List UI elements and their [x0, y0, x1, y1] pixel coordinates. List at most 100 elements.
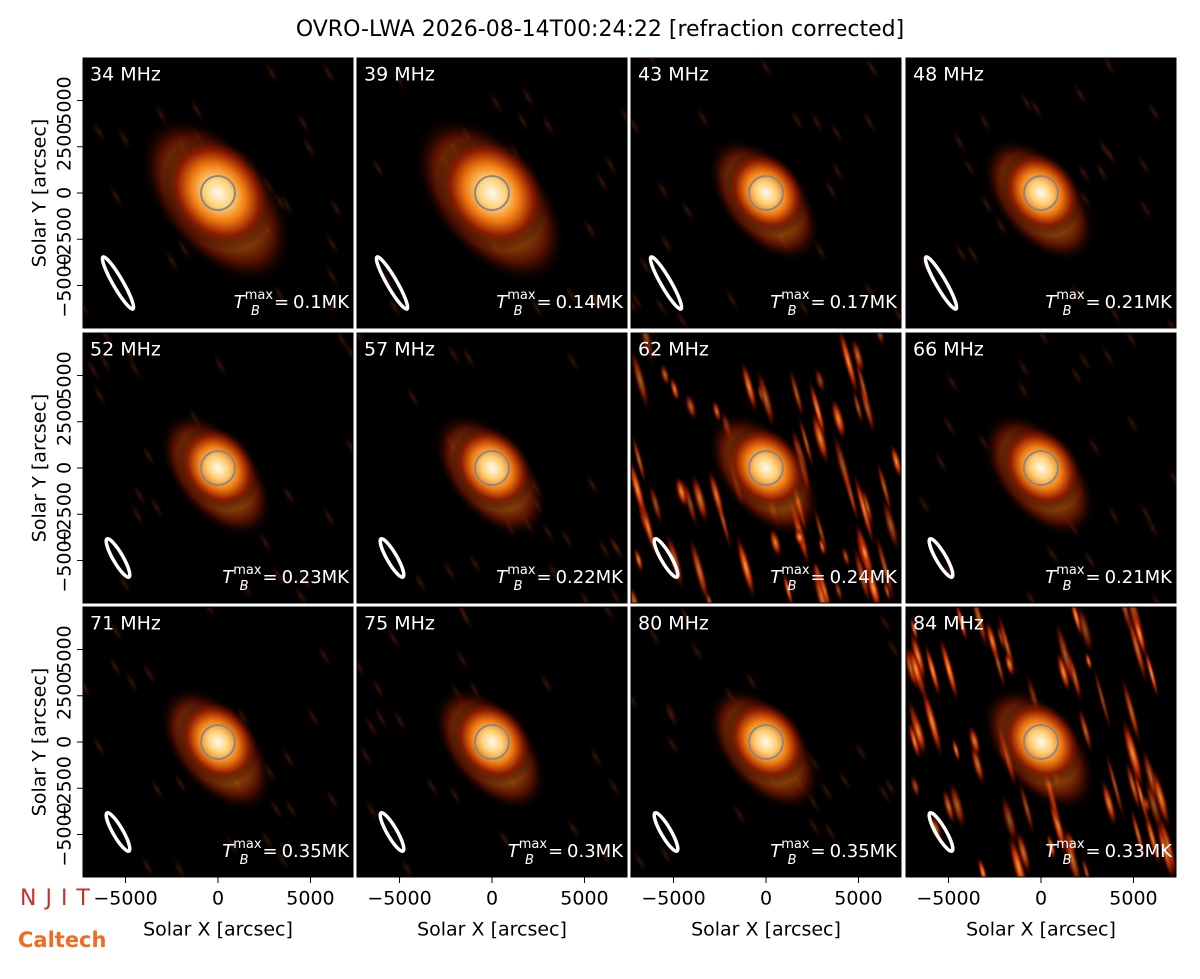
streak — [841, 545, 851, 568]
x-tick-label: −5000 — [93, 888, 157, 910]
sidelobe — [564, 348, 581, 374]
panel — [631, 333, 901, 603]
solar-disk — [474, 724, 510, 760]
sidelobe — [399, 856, 416, 877]
sidelobe — [274, 847, 291, 873]
sidelobe — [1015, 355, 1032, 381]
sidelobe — [405, 385, 421, 410]
sidelobe — [283, 796, 299, 822]
sidelobe — [965, 242, 981, 267]
streak — [882, 579, 892, 603]
sidelobe — [757, 58, 774, 80]
streak — [1143, 645, 1160, 701]
sidelobe — [363, 714, 379, 739]
sidelobe — [655, 177, 671, 203]
sidelobe — [1028, 96, 1044, 121]
sidelobe — [460, 345, 477, 370]
sidelobe — [1100, 344, 1117, 370]
y-tick-label: 5000 — [54, 625, 76, 673]
tb-sup: max — [781, 288, 810, 303]
streak — [907, 645, 925, 694]
tb-symbol: T — [234, 292, 247, 313]
sidelobe — [540, 519, 557, 545]
sidelobe — [320, 60, 337, 86]
tb-symbol: T — [1045, 567, 1058, 588]
tb-value: 0.23MK — [282, 567, 351, 588]
streak — [1069, 607, 1083, 639]
panel — [83, 333, 353, 603]
tb-max-label: Tmax B = 0.24MK — [770, 563, 898, 594]
streak — [910, 710, 928, 756]
sidelobe — [280, 746, 296, 771]
sidelobe — [695, 105, 711, 131]
streak — [941, 787, 956, 826]
tb-sup: max — [507, 563, 536, 578]
tb-eq: = — [536, 567, 551, 588]
sidelobe — [673, 307, 690, 328]
sidelobe — [391, 708, 408, 733]
streak — [874, 530, 896, 603]
tb-sub: B — [525, 853, 534, 868]
streak — [631, 455, 648, 523]
sidelobe — [944, 370, 961, 396]
sidelobe — [877, 610, 893, 636]
sidelobe — [861, 278, 878, 303]
y-tick-label: 0 — [54, 462, 76, 474]
sidelobe — [385, 626, 402, 651]
streak — [865, 565, 882, 603]
frequency-label: 52 MHz — [90, 339, 161, 361]
sidelobe — [212, 353, 229, 379]
sidelobe — [808, 109, 825, 135]
streak — [1100, 778, 1118, 828]
tb-sup: max — [519, 837, 548, 852]
sidelobe — [140, 443, 157, 469]
x-tick-label: −5000 — [367, 888, 431, 910]
sidelobe — [139, 854, 156, 877]
streak — [1126, 610, 1148, 687]
sidelobe — [131, 483, 148, 508]
sidelobe — [279, 192, 295, 217]
sidelobe — [916, 492, 932, 517]
x-axis-label: Solar X [arcsec] — [691, 919, 841, 941]
sidelobe — [164, 248, 180, 274]
tb-value: 0.14MK — [556, 292, 625, 313]
streak — [631, 585, 641, 603]
sidelobe — [652, 293, 669, 319]
sidelobe — [565, 816, 582, 841]
streak — [631, 433, 647, 486]
sidelobe — [280, 482, 297, 508]
streak — [909, 616, 919, 642]
sidelobe — [293, 583, 309, 603]
sidelobe — [663, 704, 680, 729]
streak — [969, 742, 986, 787]
sidelobe — [607, 533, 623, 558]
panel — [357, 333, 627, 603]
sidelobe — [1068, 363, 1085, 388]
sidelobe — [1035, 333, 1051, 349]
streak — [811, 563, 833, 603]
sidelobe — [467, 551, 483, 577]
tb-sup: max — [1056, 563, 1085, 578]
sidelobe — [582, 217, 598, 242]
streak — [1075, 607, 1094, 655]
solar-disk — [1023, 724, 1059, 760]
x-axis-label: Solar X [arcsec] — [143, 919, 293, 941]
streak — [921, 685, 944, 759]
streak — [910, 774, 921, 799]
sidelobe — [386, 294, 403, 320]
source — [1000, 425, 1082, 511]
sidelobe — [116, 126, 133, 151]
panel-frame — [630, 332, 902, 604]
tb-sub: B — [788, 304, 797, 319]
beam — [923, 255, 959, 311]
streak — [1015, 829, 1032, 876]
sidelobe — [891, 303, 901, 328]
sidelobe — [1167, 466, 1176, 492]
sidelobe — [588, 290, 604, 316]
frequency-label: 39 MHz — [364, 64, 435, 86]
sidelobe — [188, 97, 205, 123]
y-tick-label: 2500 — [54, 672, 76, 720]
sidelobe — [599, 607, 616, 623]
streak — [951, 737, 961, 763]
x-axis-label: Solar X [arcsec] — [966, 919, 1116, 941]
